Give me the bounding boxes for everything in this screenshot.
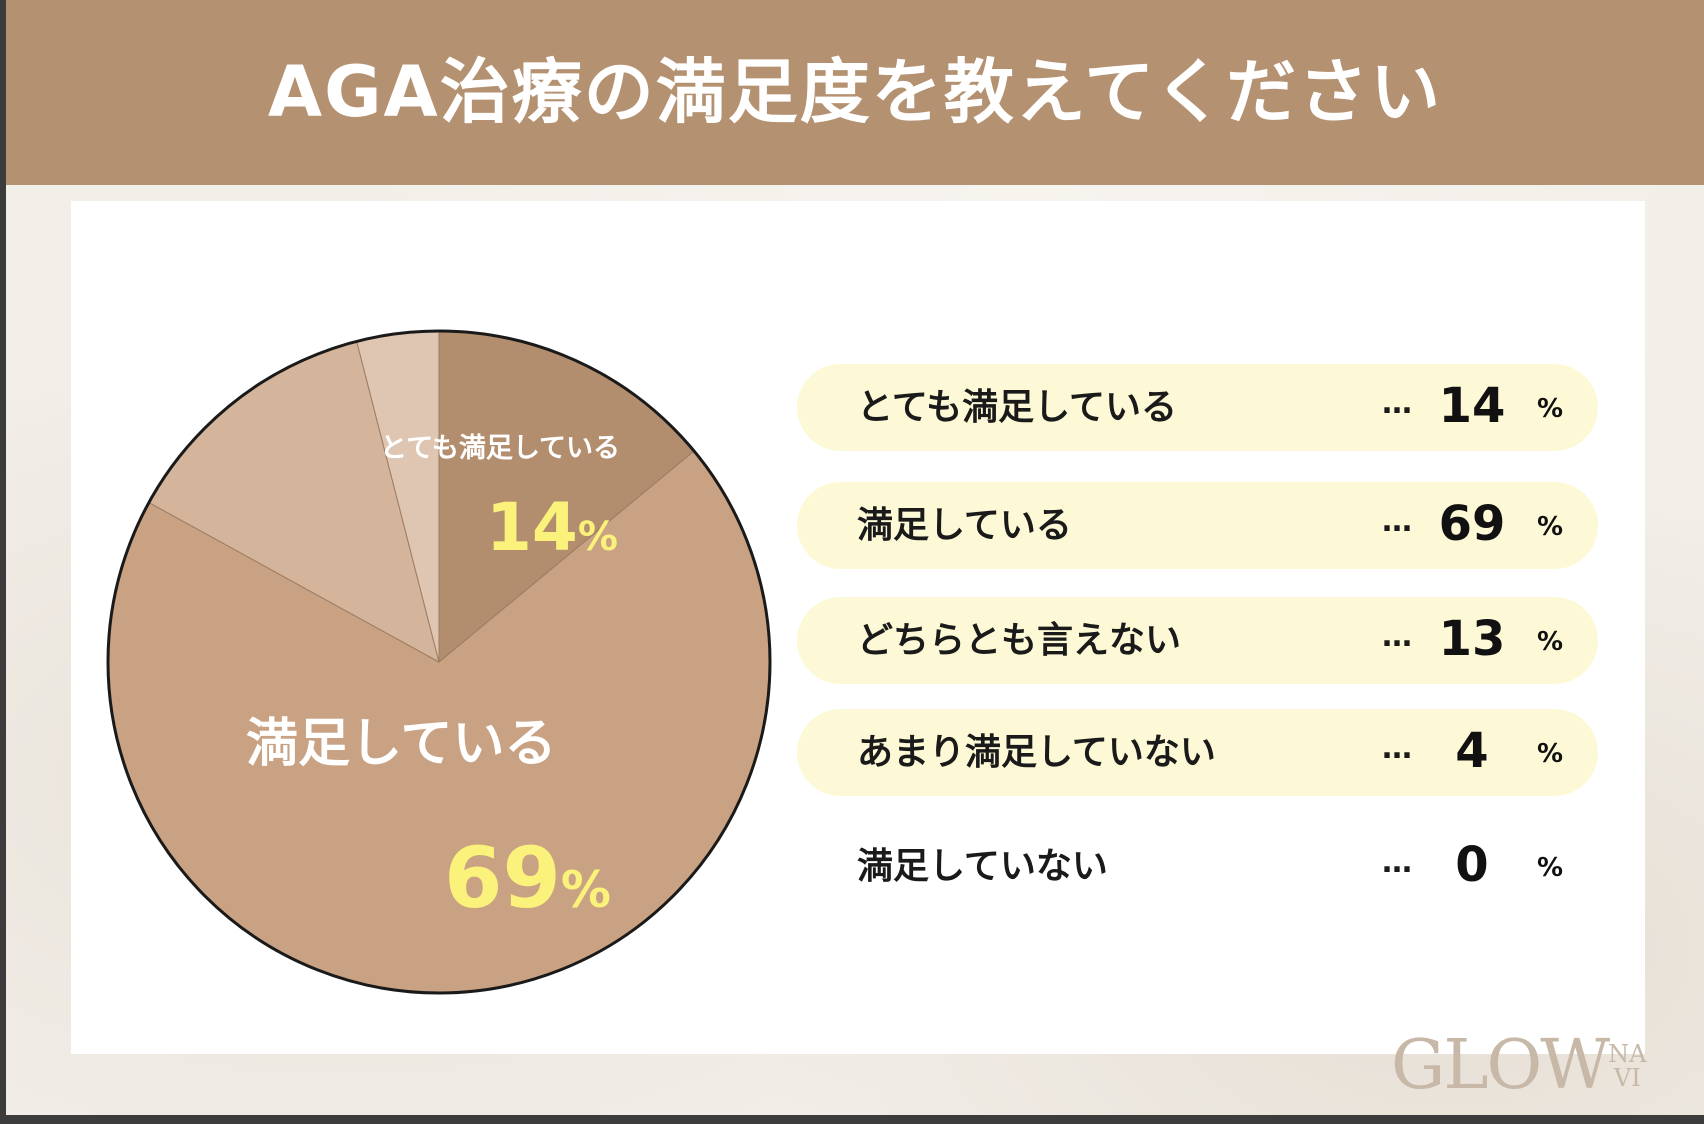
infographic: AGA治療の満足度を教えてください とても満足している 14% 満足している 6…	[6, 0, 1704, 1115]
legend-label: 満足していない	[857, 846, 1108, 887]
legend-unit: %	[1537, 394, 1564, 424]
legend-value: 4	[1455, 723, 1489, 779]
legend-row: 満足している … 69%	[797, 482, 1598, 569]
slice-label-satisfied: 満足している	[246, 714, 557, 774]
slice-value-unit: %	[577, 514, 618, 560]
slice-value-number: 14	[486, 489, 578, 566]
slice-value-very-satisfied: 14%	[486, 490, 618, 566]
slice-value-number: 69	[444, 829, 561, 927]
legend-unit: %	[1537, 739, 1564, 769]
legend-value: 69	[1438, 496, 1506, 552]
legend-label: 満足している	[857, 505, 1072, 546]
slice-value-unit: %	[560, 861, 612, 919]
legend-label: とても満足している	[857, 387, 1178, 428]
legend-label: どちらとも言えない	[857, 620, 1182, 661]
legend-dots: …	[1382, 504, 1412, 539]
legend-value: 13	[1438, 611, 1506, 667]
legend-dots: …	[1382, 386, 1412, 421]
slice-label-very-satisfied: とても満足している	[380, 433, 621, 464]
legend-unit: %	[1537, 853, 1564, 883]
legend-unit: %	[1537, 627, 1564, 657]
legend-row: あまり満足していない … 4%	[797, 709, 1598, 796]
pie-chart	[106, 329, 772, 995]
legend-unit: %	[1537, 512, 1564, 542]
page-title: AGA治療の満足度を教えてください	[267, 51, 1443, 133]
legend-row: とても満足している … 14%	[797, 364, 1598, 451]
legend-row: 満足していない … 0%	[797, 823, 1598, 910]
legend-label: あまり満足していない	[857, 732, 1216, 773]
legend-value: 0	[1455, 837, 1489, 893]
pie-outline	[106, 329, 772, 995]
legend-row: どちらとも言えない … 13%	[797, 597, 1598, 684]
logo: GLOWNA VI	[1391, 1026, 1647, 1105]
slice-value-satisfied: 69%	[444, 830, 611, 927]
legend-dots: …	[1382, 619, 1412, 654]
title-bar: AGA治療の満足度を教えてください	[6, 0, 1704, 185]
legend-dots: …	[1382, 845, 1412, 880]
legend-value: 14	[1438, 378, 1506, 434]
legend-dots: …	[1382, 731, 1412, 766]
